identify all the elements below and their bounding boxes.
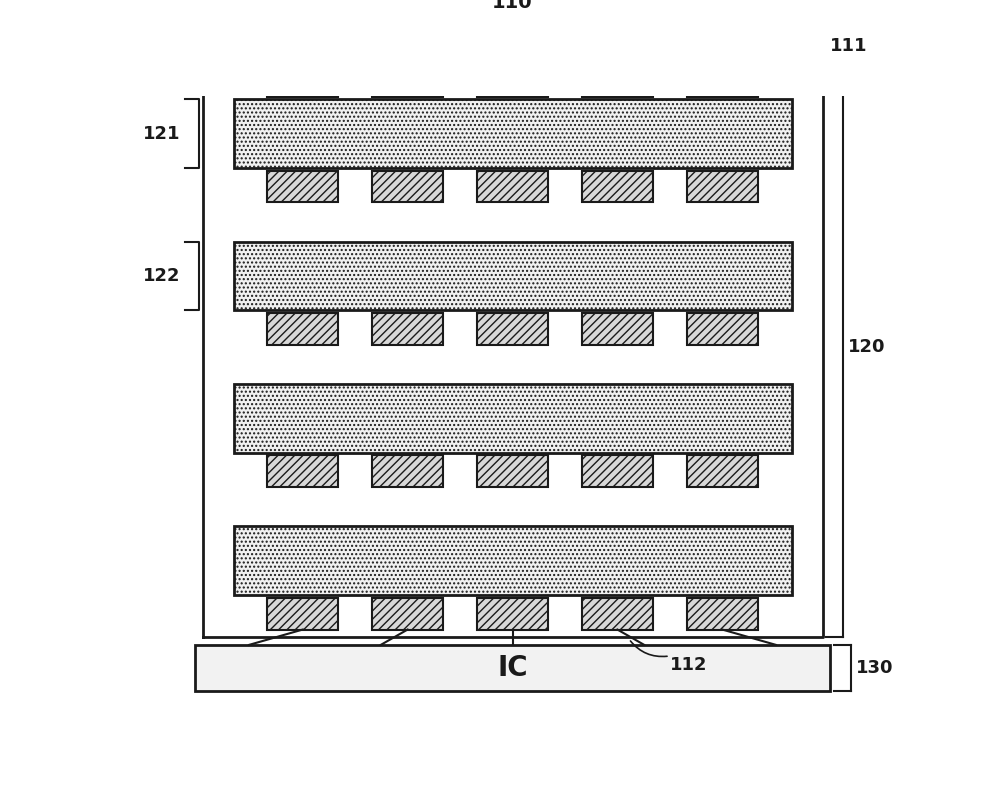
Bar: [372, 171, 443, 202]
Bar: [582, 598, 653, 630]
Bar: [477, 65, 548, 97]
Bar: [687, 171, 758, 202]
Text: 121: 121: [143, 124, 180, 143]
Text: 130: 130: [856, 659, 893, 677]
Bar: [372, 455, 443, 487]
Bar: [372, 313, 443, 345]
Bar: [267, 171, 338, 202]
Bar: [582, 65, 653, 97]
Bar: [234, 241, 792, 310]
Bar: [267, 65, 338, 97]
Bar: [267, 313, 338, 345]
Text: 112: 112: [670, 656, 707, 674]
Bar: [582, 455, 653, 487]
Bar: [234, 384, 792, 453]
Text: 122: 122: [143, 267, 180, 285]
Text: 111: 111: [830, 37, 868, 54]
Bar: [234, 100, 792, 168]
FancyArrowPatch shape: [630, 641, 667, 657]
Bar: [477, 313, 548, 345]
Bar: [195, 645, 830, 691]
Text: 110: 110: [492, 0, 533, 12]
Bar: [372, 65, 443, 97]
Bar: [267, 455, 338, 487]
Text: 120: 120: [848, 338, 886, 356]
Bar: [477, 598, 548, 630]
Bar: [234, 527, 792, 595]
Text: IC: IC: [497, 654, 528, 682]
Bar: [687, 598, 758, 630]
Bar: [477, 455, 548, 487]
Bar: [687, 455, 758, 487]
Bar: [687, 313, 758, 345]
Bar: [267, 598, 338, 630]
Bar: [372, 598, 443, 630]
Bar: [687, 65, 758, 97]
Bar: [582, 171, 653, 202]
Bar: [582, 313, 653, 345]
Bar: [477, 171, 548, 202]
